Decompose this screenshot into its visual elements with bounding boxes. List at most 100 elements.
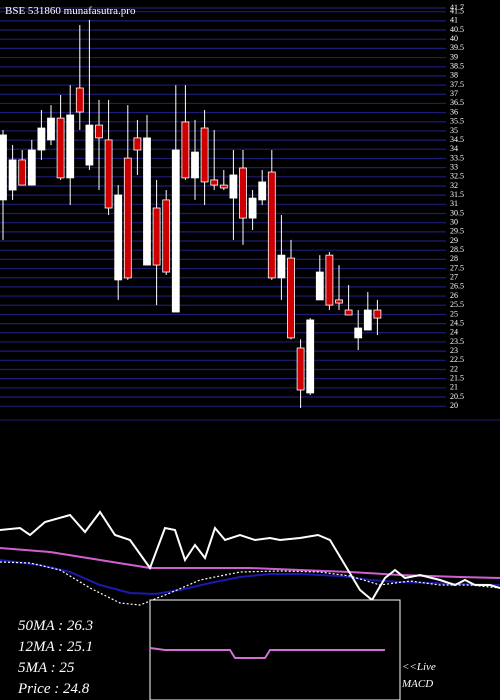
candle-body: [27, 149, 36, 186]
chart-title: BSE 531860 munafasutra.pro: [5, 5, 136, 17]
y-tick-label: 21.5: [450, 373, 464, 382]
y-tick-label: 23: [450, 346, 458, 355]
y-tick-label: 39: [450, 52, 458, 61]
y-tick-label: 31: [450, 199, 458, 208]
candle-body: [0, 134, 7, 201]
y-tick-label: 37: [450, 89, 458, 98]
y-tick-label: 26: [450, 291, 458, 300]
candle-body: [219, 184, 228, 189]
candle-body: [191, 151, 199, 179]
candle-body: [239, 167, 247, 219]
candle-body: [296, 347, 305, 391]
y-tick-label: 28: [450, 254, 458, 263]
candle-body: [306, 319, 315, 394]
y-tick-label: 29.5: [450, 227, 464, 236]
candle-body: [162, 199, 171, 273]
y-tick-label: 22: [450, 364, 458, 373]
candle-body: [8, 159, 17, 191]
y-tick-label: 26.5: [450, 282, 464, 291]
candle-body: [171, 149, 180, 313]
candle-body: [56, 117, 65, 179]
macd-line: [149, 647, 385, 659]
candle-body: [37, 127, 46, 151]
price-panel: 2020.52121.52222.52323.52424.52525.52626…: [0, 3, 500, 421]
y-tick-label: 40: [450, 34, 458, 43]
y-tick-label: 41: [450, 16, 458, 25]
candle-body: [200, 127, 209, 183]
y-tick-label: 27.5: [450, 263, 464, 272]
y-tick-label: 35.5: [450, 117, 464, 126]
y-tick-label: 32.5: [450, 172, 464, 181]
y-tick-label: 31.5: [450, 190, 464, 199]
y-tick-label: 38.5: [450, 62, 464, 71]
candle-body: [373, 309, 382, 319]
ma-line: [0, 561, 500, 606]
candle-body: [210, 179, 219, 186]
macd-label: MACD: [401, 678, 433, 690]
y-tick-label: 41.5: [450, 6, 464, 15]
candle-body: [47, 117, 55, 141]
macd-label: <<Live: [402, 661, 436, 673]
candle-body: [344, 309, 353, 316]
candle-body: [181, 121, 190, 179]
y-tick-label: 21: [450, 383, 458, 392]
ma-line: [0, 510, 500, 602]
indicator: 50MA : 26.3: [18, 618, 93, 634]
y-tick-label: 39.5: [450, 43, 464, 52]
candle-body: [325, 254, 334, 306]
ma-line: [0, 559, 500, 596]
candle-body: [133, 137, 142, 151]
y-tick-label: 33: [450, 162, 458, 171]
y-tick-label: 24: [450, 328, 458, 337]
y-tick-label: 27: [450, 273, 458, 282]
y-tick-label: 20.5: [450, 392, 464, 401]
y-tick-label: 25.5: [450, 300, 464, 309]
y-tick-label: 30.5: [450, 208, 464, 217]
candle-body: [315, 271, 324, 301]
candle-body: [123, 157, 132, 279]
ma-panel: [0, 510, 500, 606]
candle-body: [277, 254, 286, 279]
y-tick-label: 30: [450, 218, 458, 227]
y-tick-label: 24.5: [450, 318, 464, 327]
y-tick-label: 36.5: [450, 98, 464, 107]
y-tick-label: 22.5: [450, 355, 464, 364]
y-tick-label: 33.5: [450, 153, 464, 162]
candle-body: [104, 139, 113, 209]
candle-body: [287, 257, 295, 339]
indicator: 12MA : 25.1: [18, 639, 93, 655]
y-tick-label: 38: [450, 71, 458, 80]
y-tick-label: 29: [450, 236, 458, 245]
y-tick-label: 20: [450, 401, 458, 410]
y-tick-label: 36: [450, 107, 458, 116]
candle-body: [114, 194, 123, 281]
indicator: 5MA : 25: [18, 660, 75, 676]
indicator: Price : 24.8: [17, 681, 90, 697]
y-tick-label: 34: [450, 144, 458, 153]
y-tick-label: 32: [450, 181, 458, 190]
macd-panel: [149, 647, 385, 659]
y-tick-label: 35: [450, 126, 458, 135]
candle-body: [85, 124, 94, 166]
y-tick-label: 23.5: [450, 337, 464, 346]
candle-body: [66, 114, 75, 179]
y-tick-label: 41.7: [450, 3, 464, 12]
candle-body: [229, 174, 238, 199]
candle-body: [354, 327, 363, 339]
candle-body: [95, 124, 103, 139]
candle-body: [258, 181, 267, 201]
candle-body: [248, 197, 257, 219]
candle-body: [18, 159, 27, 186]
y-tick-label: 37.5: [450, 80, 464, 89]
candle-body: [267, 171, 276, 279]
candle-body: [152, 207, 161, 266]
y-tick-label: 28.5: [450, 245, 464, 254]
candle-body: [363, 309, 372, 331]
y-tick-label: 25: [450, 309, 458, 318]
y-tick-label: 40.5: [450, 25, 464, 34]
candle-body: [75, 87, 84, 113]
y-tick-label: 34.5: [450, 135, 464, 144]
